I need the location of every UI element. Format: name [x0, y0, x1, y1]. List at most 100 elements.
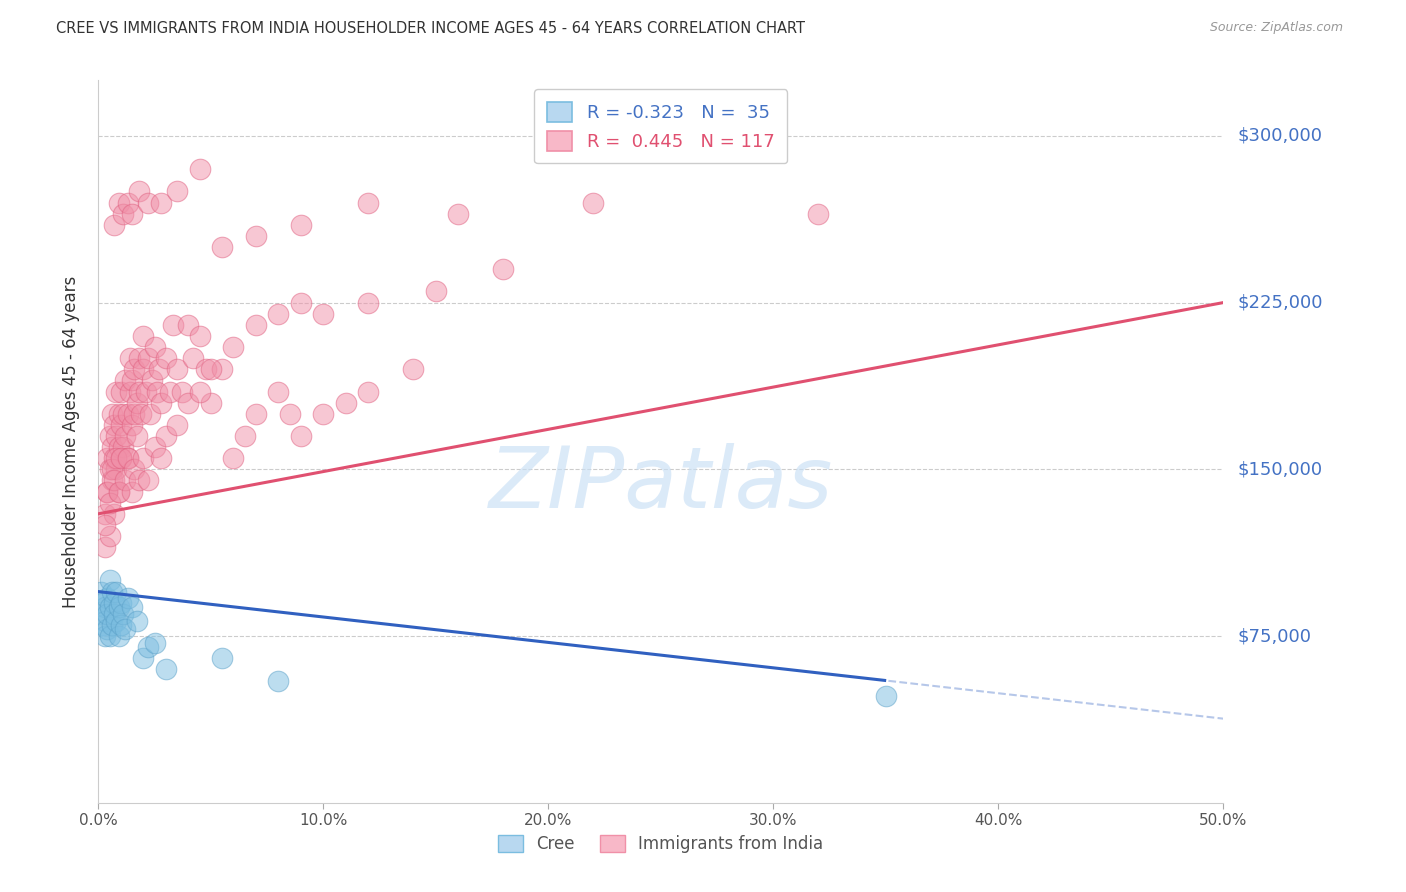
- Point: [492, 262, 515, 277]
- Point: [132, 451, 155, 466]
- Point: [357, 295, 380, 310]
- Point: [222, 340, 245, 354]
- Point: [103, 596, 125, 610]
- Point: [91, 596, 114, 610]
- Point: [143, 440, 166, 454]
- Text: CREE VS IMMIGRANTS FROM INDIA HOUSEHOLDER INCOME AGES 45 - 64 YEARS CORRELATION : CREE VS IMMIGRANTS FROM INDIA HOUSEHOLDE…: [56, 21, 806, 36]
- Point: [402, 362, 425, 376]
- Point: [94, 507, 117, 521]
- Point: [107, 440, 129, 454]
- Point: [124, 462, 146, 476]
- Point: [103, 417, 125, 432]
- Point: [233, 429, 256, 443]
- Point: [128, 384, 150, 399]
- Point: [112, 607, 135, 621]
- Point: [136, 474, 159, 488]
- Point: [125, 614, 148, 628]
- Point: [101, 440, 124, 454]
- Point: [357, 384, 380, 399]
- Point: [136, 640, 159, 655]
- Point: [103, 218, 125, 232]
- Point: [107, 195, 129, 210]
- Point: [107, 629, 129, 643]
- Point: [166, 362, 188, 376]
- Point: [222, 451, 245, 466]
- Y-axis label: Householder Income Ages 45 - 64 years: Householder Income Ages 45 - 64 years: [62, 276, 80, 607]
- Point: [155, 662, 177, 676]
- Point: [105, 462, 128, 476]
- Point: [121, 600, 143, 615]
- Point: [245, 228, 267, 243]
- Point: [129, 407, 152, 421]
- Point: [117, 451, 139, 466]
- Text: $75,000: $75,000: [1237, 627, 1312, 645]
- Point: [98, 574, 121, 588]
- Point: [98, 529, 121, 543]
- Point: [425, 285, 447, 299]
- Point: [128, 351, 150, 366]
- Point: [125, 429, 148, 443]
- Point: [146, 384, 169, 399]
- Point: [98, 462, 121, 476]
- Point: [114, 373, 136, 387]
- Point: [136, 195, 159, 210]
- Point: [267, 673, 290, 688]
- Point: [155, 351, 177, 366]
- Point: [245, 407, 267, 421]
- Point: [188, 384, 211, 399]
- Point: [94, 629, 117, 643]
- Text: Source: ZipAtlas.com: Source: ZipAtlas.com: [1209, 21, 1343, 34]
- Point: [139, 407, 162, 421]
- Point: [105, 429, 128, 443]
- Point: [211, 651, 233, 665]
- Point: [267, 384, 290, 399]
- Point: [211, 240, 233, 254]
- Point: [105, 451, 128, 466]
- Point: [105, 584, 128, 599]
- Point: [114, 623, 136, 637]
- Point: [110, 451, 132, 466]
- Point: [290, 429, 312, 443]
- Point: [211, 362, 233, 376]
- Point: [117, 407, 139, 421]
- Point: [110, 451, 132, 466]
- Point: [98, 629, 121, 643]
- Point: [290, 295, 312, 310]
- Point: [136, 351, 159, 366]
- Point: [124, 407, 146, 421]
- Point: [105, 614, 128, 628]
- Point: [166, 417, 188, 432]
- Point: [101, 474, 124, 488]
- Point: [128, 474, 150, 488]
- Point: [110, 384, 132, 399]
- Point: [312, 407, 335, 421]
- Point: [101, 584, 124, 599]
- Point: [117, 195, 139, 210]
- Point: [132, 362, 155, 376]
- Point: [312, 307, 335, 321]
- Point: [124, 362, 146, 376]
- Point: [90, 607, 112, 621]
- Point: [162, 318, 184, 332]
- Point: [195, 362, 218, 376]
- Point: [112, 440, 135, 454]
- Point: [150, 451, 173, 466]
- Point: [447, 207, 470, 221]
- Point: [101, 462, 124, 476]
- Point: [188, 329, 211, 343]
- Point: [121, 417, 143, 432]
- Point: [141, 373, 163, 387]
- Point: [94, 540, 117, 554]
- Point: [94, 614, 117, 628]
- Point: [143, 340, 166, 354]
- Point: [107, 600, 129, 615]
- Point: [278, 407, 301, 421]
- Point: [103, 507, 125, 521]
- Point: [148, 362, 170, 376]
- Point: [96, 607, 118, 621]
- Point: [110, 618, 132, 632]
- Point: [290, 218, 312, 232]
- Point: [121, 373, 143, 387]
- Point: [181, 351, 204, 366]
- Point: [245, 318, 267, 332]
